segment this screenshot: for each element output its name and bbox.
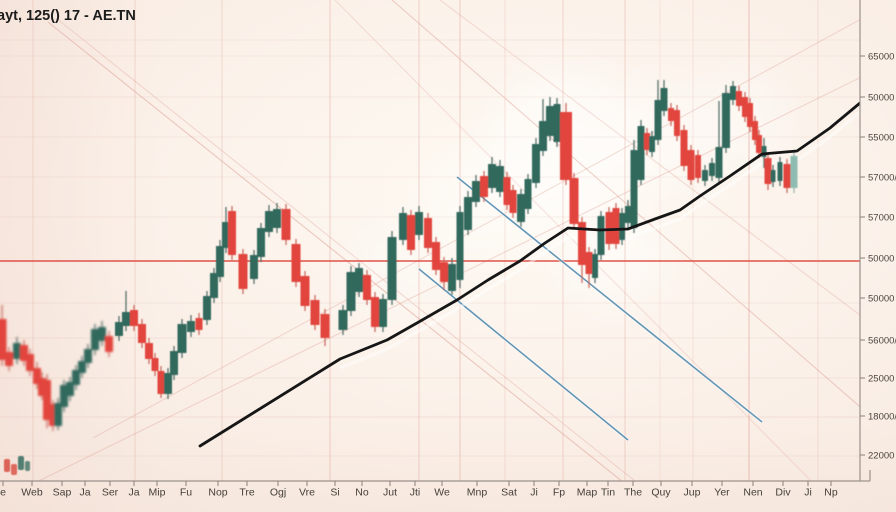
- svg-text:Vre: Vre: [299, 487, 315, 499]
- svg-text:Ogj: Ogj: [270, 487, 286, 499]
- svg-text:Nen: Nen: [743, 487, 762, 499]
- svg-text:Fp: Fp: [553, 487, 565, 499]
- svg-text:Tin: Tin: [601, 487, 615, 499]
- svg-text:18000/: 18000/: [868, 412, 896, 423]
- svg-text:50000: 50000: [868, 294, 894, 305]
- svg-text:Sat: Sat: [501, 487, 517, 499]
- svg-text:Jut: Jut: [383, 487, 397, 499]
- svg-text:Map: Map: [577, 487, 598, 499]
- svg-text:Ji: Ji: [804, 487, 812, 499]
- svg-text:Ser: Ser: [102, 487, 119, 499]
- svg-text:Fu: Fu: [180, 487, 192, 499]
- svg-text:e: e: [0, 487, 6, 499]
- svg-text:Ja: Ja: [79, 487, 90, 499]
- svg-text:We: We: [434, 487, 450, 499]
- svg-text:Div: Div: [775, 487, 791, 499]
- svg-text:Web: Web: [21, 487, 43, 499]
- svg-text:Nop: Nop: [208, 487, 227, 499]
- svg-text:Tre: Tre: [239, 487, 255, 499]
- svg-text:Mnp: Mnp: [467, 487, 488, 499]
- svg-text:50000: 50000: [868, 93, 894, 104]
- svg-text:No: No: [355, 487, 369, 499]
- svg-text:Ji: Ji: [530, 487, 538, 499]
- svg-text:Jti: Jti: [410, 487, 421, 499]
- svg-text:57000/: 57000/: [868, 173, 896, 184]
- svg-text:57000: 57000: [868, 213, 894, 224]
- svg-text:Quy: Quy: [651, 487, 671, 499]
- svg-text:50000: 50000: [868, 254, 894, 265]
- svg-text:Jup: Jup: [684, 487, 701, 499]
- svg-text:55000: 55000: [868, 133, 894, 144]
- svg-text:The: The: [624, 487, 642, 499]
- svg-text:56000/: 56000/: [868, 336, 896, 347]
- svg-text:Yer: Yer: [714, 487, 730, 499]
- svg-text:Si: Si: [330, 487, 339, 499]
- svg-text:Mip: Mip: [149, 487, 166, 499]
- svg-text:Sap: Sap: [53, 487, 72, 499]
- svg-text:65000: 65000: [868, 52, 894, 63]
- svg-text:ayt, 125() 17 - AE.TN: ayt, 125() 17 - AE.TN: [0, 8, 136, 24]
- svg-text:Np: Np: [824, 487, 838, 499]
- svg-text:22000: 22000: [868, 451, 894, 462]
- svg-text:Ja: Ja: [128, 487, 139, 499]
- svg-text:25000: 25000: [868, 374, 894, 385]
